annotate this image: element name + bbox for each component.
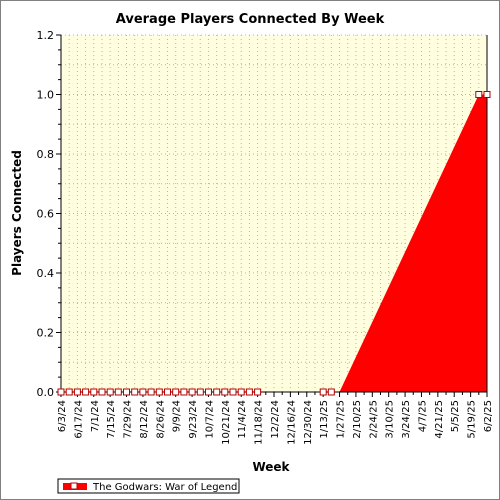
data-point-marker (327, 388, 335, 396)
data-point-marker (155, 388, 163, 396)
x-tick-label: 11/18/24 (254, 400, 265, 445)
x-tick-label: 12/16/24 (286, 400, 297, 445)
data-point-marker (475, 91, 483, 98)
data-point-marker (123, 388, 130, 396)
x-tick-label: 1/13/25 (319, 400, 330, 439)
data-point-marker (98, 388, 106, 396)
data-point-marker (213, 388, 221, 396)
data-point-marker (114, 388, 122, 396)
x-tick-label: 5/19/25 (467, 400, 478, 439)
x-tick-label: 10/21/24 (221, 400, 232, 445)
data-point-marker (237, 388, 245, 396)
x-tick-label: 7/1/24 (90, 400, 101, 432)
data-point-marker (131, 388, 139, 396)
data-point-marker (164, 388, 171, 396)
x-axis-label: Week (252, 460, 290, 474)
x-tick-label: 6/3/24 (57, 400, 68, 432)
data-point-marker (180, 388, 188, 396)
x-tick-label: 7/29/24 (123, 400, 134, 439)
data-point-marker (139, 388, 147, 396)
y-tick-label: 0.4 (37, 267, 55, 280)
data-point-marker (221, 388, 229, 396)
x-tick-label: 4/21/25 (434, 400, 445, 439)
y-tick-label: 0.8 (37, 148, 55, 161)
data-point-marker (90, 388, 98, 396)
data-point-marker (82, 388, 90, 396)
y-tick-label: 1.2 (37, 29, 55, 42)
data-point-marker (73, 388, 81, 396)
y-tick-label: 0.0 (37, 386, 55, 399)
x-tick-label: 3/10/25 (385, 400, 396, 439)
chart-title: Average Players Connected By Week (116, 12, 385, 27)
y-tick-label: 0.6 (37, 208, 55, 221)
x-tick-label: 10/7/24 (205, 400, 216, 439)
data-point-marker (147, 388, 155, 396)
data-point-marker (319, 388, 327, 396)
series-area (61, 94, 487, 392)
y-axis-label: Players Connected (10, 150, 24, 276)
x-tick-label: 6/17/24 (73, 400, 84, 439)
x-tick-label: 9/9/24 (172, 400, 183, 432)
data-point-marker (205, 388, 212, 396)
data-point-marker (483, 91, 491, 98)
x-tick-label: 8/12/24 (139, 400, 150, 439)
y-tick-label: 1.0 (37, 89, 55, 102)
x-tick-label: 5/5/25 (450, 400, 461, 432)
data-point-marker (229, 388, 237, 396)
data-point-marker (196, 388, 204, 396)
x-tick-label: 2/10/25 (352, 400, 363, 439)
data-point-marker (188, 388, 196, 396)
x-tick-label: 7/15/24 (106, 400, 117, 439)
x-tick-label: 12/30/24 (303, 400, 314, 445)
data-point-marker (57, 388, 65, 396)
legend-label: The Godwars: War of Legend (92, 482, 237, 493)
x-tick-label: 3/24/25 (401, 400, 412, 439)
data-point-marker (254, 388, 262, 396)
legend-box (57, 478, 240, 494)
data-point-marker (172, 388, 180, 396)
x-tick-label: 9/23/24 (188, 400, 199, 439)
data-point-marker (106, 388, 114, 396)
data-point-marker (245, 388, 253, 396)
x-tick-label: 2/24/25 (368, 400, 379, 439)
x-tick-label: 11/4/24 (237, 400, 248, 439)
x-tick-label: 1/27/25 (336, 400, 347, 439)
x-tick-label: 6/2/25 (483, 400, 494, 432)
y-tick-label: 0.2 (37, 327, 55, 340)
x-tick-label: 8/26/24 (155, 400, 166, 439)
x-tick-label: 12/2/24 (270, 400, 281, 439)
x-tick-label: 4/7/25 (418, 400, 429, 432)
legend: The Godwars: War of Legend (57, 478, 240, 494)
legend-marker (70, 482, 78, 490)
data-point-marker (65, 388, 73, 396)
